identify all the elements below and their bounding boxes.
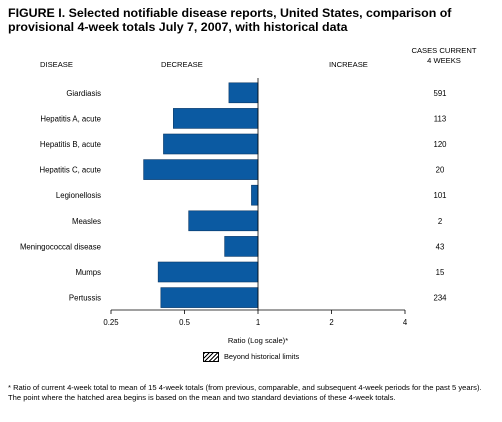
hatched-legend-swatch [203, 352, 219, 362]
category-label: Measles [72, 217, 101, 226]
bar [228, 82, 259, 104]
bar [251, 184, 259, 206]
increase-header: INCREASE [329, 60, 368, 69]
x-tick-label: 0.5 [179, 318, 191, 327]
cases-value: 15 [436, 268, 445, 277]
legend-label: Beyond historical limits [224, 352, 300, 361]
category-label: Giardiasis [66, 89, 101, 98]
figure-title: FIGURE I. Selected notifiable disease re… [8, 6, 452, 34]
x-tick-label: 0.25 [103, 318, 119, 327]
bar [188, 210, 259, 232]
cases-value: 101 [433, 191, 446, 200]
cases-value: 43 [436, 242, 445, 251]
cases-value: 120 [433, 140, 447, 149]
cases-value: 113 [434, 114, 446, 123]
cases-header-line1: CASES CURRENT [411, 46, 477, 55]
category-label: Hepatitis C, acute [39, 166, 101, 175]
disease-header: DISEASE [40, 60, 73, 69]
category-label: Pertussis [69, 294, 101, 303]
footnote: * Ratio of current 4-week total to mean … [8, 383, 482, 402]
bar [157, 261, 259, 283]
category-label: Hepatitis A, acute [40, 114, 101, 123]
x-tick-label: 1 [256, 318, 260, 327]
category-label: Meningococcal disease [20, 242, 101, 251]
cases-value: 20 [436, 166, 445, 175]
bar [143, 159, 259, 180]
category-label: Legionellosis [56, 191, 101, 200]
category-label: Mumps [75, 268, 101, 277]
x-axis-label: Ratio (Log scale)* [228, 336, 288, 345]
bar [163, 133, 259, 155]
cases-value: 591 [433, 89, 446, 98]
decrease-header: DECREASE [161, 60, 203, 69]
bar [160, 287, 259, 308]
cases-value: 2 [438, 217, 442, 226]
x-tick-label: 4 [403, 318, 408, 327]
bar [173, 108, 259, 129]
x-tick-label: 2 [329, 318, 333, 327]
category-label: Hepatitis B, acute [40, 140, 101, 149]
cases-header-line2: 4 WEEKS [427, 56, 461, 65]
bar [224, 236, 259, 257]
cases-value: 234 [433, 294, 447, 303]
